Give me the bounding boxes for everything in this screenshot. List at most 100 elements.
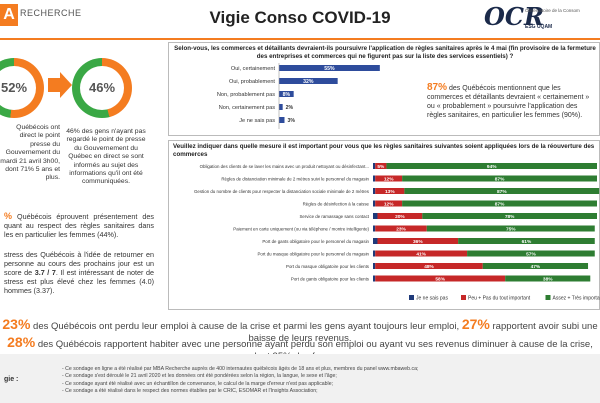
chart-2-data-label: 12%: [384, 202, 394, 208]
arrow-shaft: [48, 78, 62, 92]
chart-2-bar-segment: [482, 263, 589, 269]
chart-2-data-label: 38%: [543, 277, 553, 283]
chart-2-bar-segment: [375, 175, 403, 182]
chart-2-legend-label: Assez + Très important: [553, 296, 600, 302]
chart-1-bar: [279, 104, 283, 110]
chart-1-bar: [279, 78, 338, 84]
chart-1-bars: Oui, certainement 55% Oui, probablement 32%…: [217, 63, 380, 129]
ocr-subtitle: Observatoire de la Consom: [525, 8, 580, 13]
chart-2-data-label: 36%: [413, 239, 423, 245]
chart-2-legend-swatch: [409, 295, 414, 300]
chart-2-legend-swatch: [545, 295, 551, 300]
donut-chart-1: 52%: [0, 58, 44, 118]
donut-1-value: 52%: [0, 66, 36, 110]
chart-2-data-label: 57%: [526, 252, 536, 258]
page-title: Vigie Conso COVID-19: [209, 8, 391, 27]
chart-2-bar-segment: [373, 200, 376, 207]
chart-panel-2: Veuillez indiquer dans quelle mesure il …: [168, 140, 600, 310]
chart-2-bar-segment: [373, 188, 376, 194]
chart-1-category-label: Non, probablement pas: [217, 92, 275, 98]
chart-1-title: Selon-vous, les commerces et détaillants…: [174, 45, 596, 60]
chart-1-data-label: 8%: [283, 92, 291, 98]
chart-2-category-label: Service de ramassage sans contact: [299, 214, 369, 219]
chart-2-data-label: 75%: [506, 227, 516, 233]
chart-2-bar-segment: [375, 188, 405, 194]
chart-1-data-label: 2%: [286, 105, 294, 111]
left-paragraph-1: % Québécois éprouvent présentement des q…: [4, 211, 154, 240]
chart-1-category-label: Oui, probablement: [229, 79, 275, 85]
header-divider: [0, 38, 600, 40]
chart-2-bar-segment: [375, 275, 506, 282]
chart-2-data-label: 58%: [435, 277, 445, 283]
chart-2-data-label: 78%: [505, 214, 515, 220]
chart-2-bar-segment: [402, 200, 597, 207]
chart-1-category-label: Je ne sais pas: [239, 118, 275, 124]
chart-2-data-label: 23%: [396, 227, 406, 233]
chart-2-bar-segment: [386, 163, 597, 169]
chart-2-data-label: 47%: [531, 264, 541, 270]
chart-2-data-label: 87%: [495, 177, 505, 183]
chart-2-bar-segment: [505, 275, 591, 282]
chart-1-summary: 87% des Québécois mentionnent que les co…: [427, 82, 590, 120]
donut-2-value: 46%: [80, 66, 124, 110]
chart-2-category-label: Obligation des clients de se laver les m…: [200, 164, 369, 169]
chart-1-data-label: 55%: [324, 66, 335, 72]
chart-panel-1: Selon-vous, les commerces et détaillants…: [168, 42, 600, 136]
chart-2-category-label: Règles de distanciation minimale de 2 mè…: [221, 177, 369, 182]
donut-2-caption: 46% des gens n'ayant pas regardé le poin…: [66, 128, 146, 186]
mba-logo-text: RECHERCHE: [20, 8, 82, 18]
ocr-logo: OCR: [484, 2, 544, 31]
chart-2-bar-segment: [375, 250, 468, 257]
chart-2-bar-segment: [375, 200, 403, 207]
chart-2-category-label: Port de gants obligatoire pour les clien…: [291, 277, 370, 282]
chart-1-data-label: 32%: [303, 79, 314, 85]
chart-2-bar-segment: [373, 163, 376, 169]
chart-2-category-label: Port du masque obligatoire pour les clie…: [286, 264, 370, 269]
chart-2-data-label: 87%: [497, 189, 507, 195]
donut-1-caption: Québécois ont direct le point presse du …: [0, 124, 60, 182]
chart-2-bar-segment: [373, 238, 378, 244]
note-line: - Ce sondage s'est déroulé le 21 avril 2…: [62, 373, 337, 380]
methodology-label: gie :: [4, 376, 19, 383]
chart-2-bar-segment: [458, 238, 595, 244]
ocr-esg: ESG UQAM: [525, 24, 553, 30]
chart-2-legend-label: Je ne sais pas: [416, 296, 448, 302]
chart-2-bar-segment: [375, 225, 427, 232]
chart-2-legend-swatch: [461, 295, 466, 300]
donut-chart-2: 46%: [72, 58, 132, 118]
bottom-line-1: 23% des Québécois ont perdu leur emploi …: [2, 316, 598, 344]
chart-1-data-label: 3%: [288, 118, 296, 124]
chart-2-data-label: 48%: [424, 264, 434, 270]
chart-2-category-label: Port de gants obligatoire pour le person…: [262, 239, 369, 244]
arrow-icon: [60, 72, 72, 98]
chart-2-bar-segment: [373, 225, 376, 232]
header: [0, 0, 600, 38]
chart-2-data-label: 41%: [416, 252, 426, 258]
chart-2-category-label: Gestion du nombre de clients pour respec…: [194, 189, 370, 194]
chart-2-bar-segment: [373, 275, 376, 282]
chart-2-bar-segment: [373, 250, 376, 257]
chart-1-category-label: Non, certainement pas: [219, 105, 275, 111]
chart-2-title: Veuillez indiquer dans quelle mesure il …: [173, 143, 595, 158]
note-line: - Ce sondage en ligne a été réalisé par …: [62, 366, 419, 372]
chart-2-bar-segment: [426, 225, 595, 232]
chart-2-bar-segment: [402, 175, 597, 182]
left-paragraph-2: stress des Québécois à l'idée de retourn…: [4, 250, 154, 295]
methodology-notes: - Ce sondage en ligne a été réalisé par …: [62, 366, 598, 395]
mba-logo: A: [0, 4, 18, 26]
chart-2-bar-segment: [373, 213, 378, 219]
chart-2-bar-segment: [377, 238, 459, 244]
chart-2-bar-segment: [375, 263, 483, 269]
chart-1-bar: [279, 91, 294, 97]
chart-2-bar-segment: [422, 213, 597, 219]
chart-2-data-label: 5%: [377, 164, 385, 170]
note-line: - Ce sondage ayant été réalisé avec un é…: [62, 380, 334, 387]
chart-2-bar-segment: [467, 250, 595, 257]
chart-2-data-label: 20%: [395, 214, 405, 220]
chart-2-data-label: 12%: [384, 177, 394, 183]
chart-2-bar-segment: [373, 263, 376, 269]
chart-1-category-label: Oui, certainement: [231, 66, 276, 72]
methodology-box: [0, 354, 600, 403]
chart-2-bar-segment: [404, 188, 600, 194]
chart-2-bar-segment: [377, 213, 423, 219]
